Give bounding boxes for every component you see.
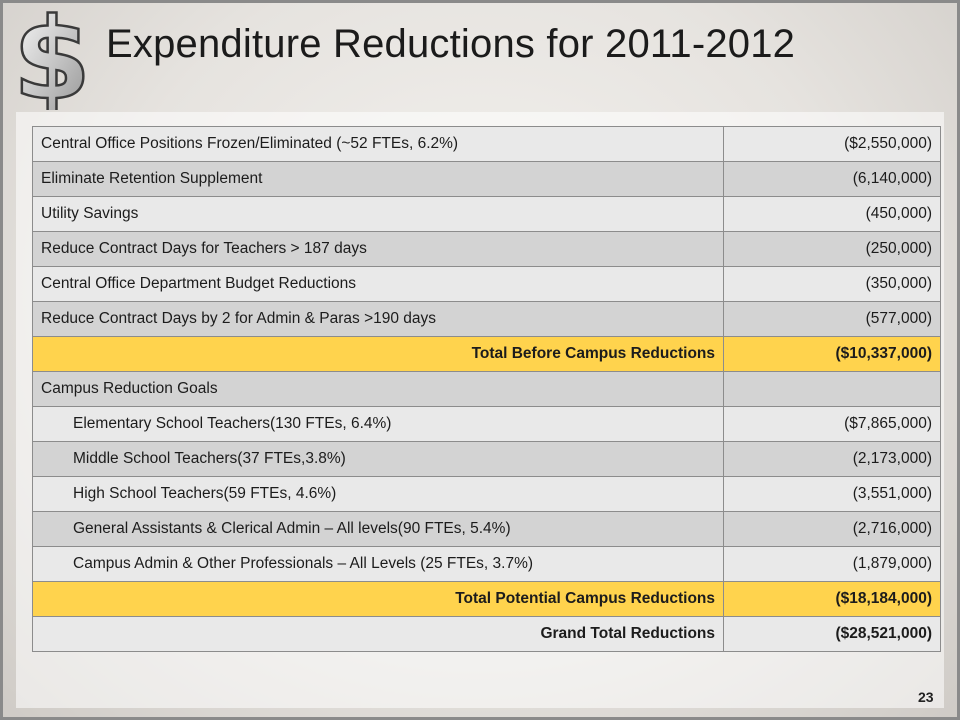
row-label: Total Before Campus Reductions [32,336,724,372]
table-row: General Assistants & Clerical Admin – Al… [32,511,941,547]
dollar-sign-icon: $ [2,0,102,126]
row-amount [723,371,941,407]
table-row: Middle School Teachers(37 FTEs,3.8%) (2,… [32,441,941,477]
row-label: Campus Reduction Goals [32,371,724,407]
page-number: 23 [918,689,934,705]
row-label: Total Potential Campus Reductions [32,581,724,617]
row-amount: ($2,550,000) [723,126,941,162]
row-amount: ($18,184,000) [723,581,941,617]
row-label: Campus Admin & Other Professionals – All… [32,546,724,582]
row-amount: (450,000) [723,196,941,232]
row-amount: (3,551,000) [723,476,941,512]
table-row: Reduce Contract Days for Teachers > 187 … [32,231,941,267]
slide-title: Expenditure Reductions for 2011-2012 [106,22,796,66]
row-label: Reduce Contract Days for Teachers > 187 … [32,231,724,267]
table-row: Eliminate Retention Supplement (6,140,00… [32,161,941,197]
row-label: Elementary School Teachers(130 FTEs, 6.4… [32,406,724,442]
section-header-row: Campus Reduction Goals [32,371,941,407]
row-label: Reduce Contract Days by 2 for Admin & Pa… [32,301,724,337]
svg-text:$: $ [13,2,91,110]
row-amount: (250,000) [723,231,941,267]
row-amount: (350,000) [723,266,941,302]
grand-total-row: Grand Total Reductions ($28,521,000) [32,616,941,652]
row-label: Middle School Teachers(37 FTEs,3.8%) [32,441,724,477]
row-label: Central Office Positions Frozen/Eliminat… [32,126,724,162]
row-label: Utility Savings [32,196,724,232]
reductions-table: Central Office Positions Frozen/Eliminat… [32,126,941,652]
row-label: High School Teachers(59 FTEs, 4.6%) [32,476,724,512]
row-amount: (1,879,000) [723,546,941,582]
row-amount: (577,000) [723,301,941,337]
row-amount: ($7,865,000) [723,406,941,442]
table-row: Elementary School Teachers(130 FTEs, 6.4… [32,406,941,442]
row-amount: (2,716,000) [723,511,941,547]
subtotal-row: Total Before Campus Reductions ($10,337,… [32,336,941,372]
row-label: Eliminate Retention Supplement [32,161,724,197]
row-amount: ($10,337,000) [723,336,941,372]
row-amount: (6,140,000) [723,161,941,197]
table-row: Utility Savings (450,000) [32,196,941,232]
row-label: Grand Total Reductions [32,616,724,652]
table-row: Campus Admin & Other Professionals – All… [32,546,941,582]
row-label: General Assistants & Clerical Admin – Al… [32,511,724,547]
table-row: Central Office Positions Frozen/Eliminat… [32,126,941,162]
subtotal-row: Total Potential Campus Reductions ($18,1… [32,581,941,617]
row-label: Central Office Department Budget Reducti… [32,266,724,302]
row-amount: ($28,521,000) [723,616,941,652]
table-row: Central Office Department Budget Reducti… [32,266,941,302]
row-amount: (2,173,000) [723,441,941,477]
table-row: Reduce Contract Days by 2 for Admin & Pa… [32,301,941,337]
table-row: High School Teachers(59 FTEs, 4.6%) (3,5… [32,476,941,512]
